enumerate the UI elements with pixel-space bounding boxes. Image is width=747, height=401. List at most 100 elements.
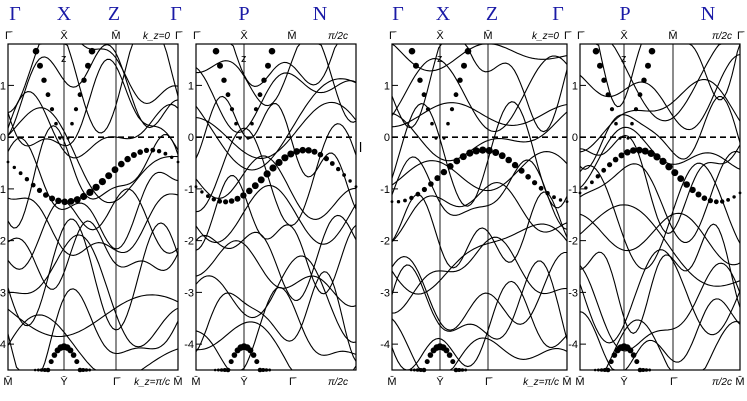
header-label: X <box>57 3 72 25</box>
k-label-bottom: Γ̄ <box>485 376 493 388</box>
band-weight-point <box>653 153 661 161</box>
header-labels: Γ X Z Γ P N Γ X Z Γ P N <box>9 3 715 25</box>
band-line <box>391 280 568 371</box>
k-label-top: Γ̄ <box>175 30 183 42</box>
y-tick-label: 0 <box>384 132 390 144</box>
band-weight-point <box>247 347 254 354</box>
band-weight-point <box>77 92 83 98</box>
band-weight-point <box>732 195 736 199</box>
band-weight-point <box>695 191 702 198</box>
band-line <box>7 137 179 250</box>
y-tick-label: -1 <box>0 184 6 196</box>
band-weight-point <box>105 172 113 180</box>
k-label-top: Γ̄ <box>389 30 397 42</box>
band-weight-point <box>257 176 265 184</box>
band-weight-point <box>440 168 448 176</box>
header-label: Γ <box>552 3 564 25</box>
band-line <box>391 251 567 331</box>
band-weight-point <box>611 352 618 358</box>
band-weight-point <box>701 195 708 201</box>
band-weight-point <box>595 174 600 179</box>
band-weight-point <box>250 121 254 126</box>
band-weight-point <box>251 182 259 190</box>
band-weight-point <box>635 146 643 154</box>
band-weight-point <box>415 191 421 197</box>
band-weight-point <box>671 169 679 177</box>
band-line <box>195 271 357 362</box>
y-tick-label: -2 <box>184 236 194 248</box>
band-weight-point <box>305 147 312 154</box>
plane-label-bottom: k_z=π/c <box>523 377 559 388</box>
band-weight-point <box>446 121 450 126</box>
band-line <box>579 249 741 344</box>
band-weight-point <box>607 162 613 168</box>
band-weight-point <box>200 190 204 194</box>
band-line <box>195 95 357 210</box>
y-tick-label: 0 <box>572 132 578 144</box>
k-label-bottom: M̄ <box>735 375 744 388</box>
band-weight-point <box>73 107 79 112</box>
band-weight-point <box>150 147 156 153</box>
k-label-bottom: Γ̄ <box>113 376 121 388</box>
header-label: N <box>313 3 327 25</box>
band-weight-point <box>130 152 137 158</box>
band-weight-point <box>86 188 94 196</box>
y-tick-label: 1 <box>0 80 6 92</box>
band-weight-point <box>12 165 16 170</box>
band-line <box>195 175 357 295</box>
band-line <box>195 184 357 245</box>
band-weight-point <box>608 359 614 365</box>
y-tick-label: -1 <box>380 184 390 196</box>
y-tick-label: -1 <box>568 184 578 196</box>
band-panel: 1 0 -1 -2 -3 -4 Γ̄ X̄ M̄ Γ̄ M̄ Ȳ Γ̄ M̄ z π/2c π/2c <box>568 29 745 388</box>
k-label-top: X̄ <box>240 29 248 42</box>
band-weight-point <box>49 195 56 202</box>
band-weight-point <box>425 107 431 112</box>
band-weight-point <box>265 62 271 69</box>
band-weight-point <box>428 181 434 187</box>
band-weight-point <box>525 174 531 180</box>
panel-frame <box>391 43 568 371</box>
band-weight-point <box>453 157 461 165</box>
plane-label-top: π/2c <box>712 31 732 42</box>
band-weight-point <box>323 156 329 162</box>
band-weight-point <box>342 173 346 177</box>
k-label-top: Γ̄ <box>737 30 745 42</box>
panel-frame <box>7 43 179 371</box>
band-weight-point <box>659 157 667 165</box>
band-line <box>391 111 568 162</box>
band-weight-point <box>70 352 77 358</box>
band-weight-point <box>417 77 423 83</box>
k-label-top: Γ̄ <box>5 30 13 42</box>
k-label-bottom: M̄ <box>191 375 200 388</box>
y-tick-label: -3 <box>568 287 578 299</box>
band-weight-point <box>269 164 277 172</box>
k-label-bottom: M̄ <box>562 375 571 388</box>
band-weight-point <box>287 150 295 158</box>
band-weight-point <box>447 163 454 170</box>
band-weight-point <box>124 155 131 163</box>
band-weight-point <box>111 166 119 174</box>
band-weight-point <box>630 147 637 154</box>
k-label-bottom: Ȳ <box>60 376 68 388</box>
k-label-top: M̄ <box>287 29 296 42</box>
band-weight-point <box>268 47 276 55</box>
band-weight-point <box>54 121 58 126</box>
band-weight-point <box>641 147 649 155</box>
band-weight-point <box>51 352 58 358</box>
header-label: P <box>238 3 249 25</box>
band-weight-point <box>43 192 49 198</box>
k-label-top: Γ̄ <box>193 30 201 42</box>
band-line <box>7 193 179 256</box>
y-tick-label: -3 <box>0 287 6 299</box>
band-weight-point <box>92 183 100 191</box>
k-label-bottom: Ȳ <box>240 376 248 388</box>
k-label-top: X̄ <box>60 29 68 42</box>
y-tick-label: -2 <box>380 236 390 248</box>
k-label-top: X̄ <box>620 29 628 42</box>
band-weight-point <box>609 107 615 112</box>
band-weight-point <box>228 198 235 204</box>
y-tick-label: -4 <box>380 339 390 351</box>
band-weight-point <box>592 47 600 55</box>
k-label-top: M̄ <box>668 29 677 42</box>
